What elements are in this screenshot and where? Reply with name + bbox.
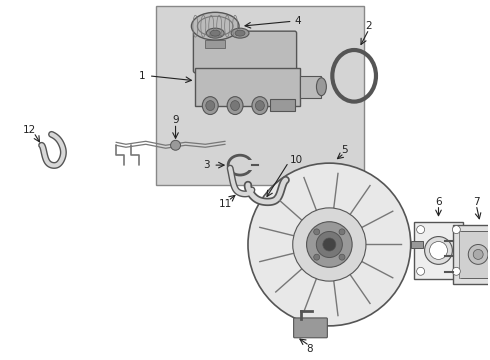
Text: 11: 11: [219, 199, 232, 209]
Text: 4: 4: [294, 16, 301, 26]
Text: 12: 12: [23, 125, 36, 135]
Circle shape: [468, 244, 488, 264]
Bar: [459, 231, 490, 278]
Circle shape: [416, 267, 425, 275]
Circle shape: [314, 229, 319, 235]
FancyBboxPatch shape: [194, 31, 296, 73]
Circle shape: [307, 222, 352, 267]
Bar: [196, 68, 299, 105]
Text: 5: 5: [341, 145, 347, 155]
Ellipse shape: [210, 30, 220, 36]
Ellipse shape: [317, 78, 326, 96]
Bar: [414, 222, 464, 279]
Bar: [411, 240, 422, 248]
Ellipse shape: [235, 30, 245, 36]
Circle shape: [452, 226, 460, 234]
Bar: [248, 160, 254, 170]
Circle shape: [339, 254, 345, 260]
Circle shape: [171, 140, 180, 150]
Ellipse shape: [202, 96, 218, 114]
Circle shape: [473, 249, 483, 260]
Ellipse shape: [206, 28, 224, 38]
Text: 1: 1: [139, 71, 146, 81]
Text: 8: 8: [306, 344, 313, 354]
Circle shape: [339, 229, 345, 235]
Text: 10: 10: [290, 155, 303, 165]
Bar: [205, 40, 225, 48]
Circle shape: [425, 237, 452, 264]
Bar: [270, 99, 294, 111]
Circle shape: [314, 254, 319, 260]
Ellipse shape: [252, 96, 268, 114]
Text: 2: 2: [366, 21, 372, 31]
Ellipse shape: [206, 100, 215, 111]
Circle shape: [452, 267, 460, 275]
Circle shape: [293, 208, 366, 281]
Circle shape: [317, 231, 343, 257]
Text: 3: 3: [204, 160, 210, 170]
Ellipse shape: [255, 100, 264, 111]
Ellipse shape: [227, 96, 243, 114]
Bar: [453, 225, 490, 284]
Ellipse shape: [231, 100, 240, 111]
Bar: [156, 6, 364, 185]
Ellipse shape: [231, 28, 249, 38]
Text: 6: 6: [435, 197, 442, 207]
Circle shape: [416, 226, 425, 234]
Ellipse shape: [192, 12, 239, 40]
FancyBboxPatch shape: [294, 318, 327, 338]
Text: 9: 9: [172, 116, 179, 126]
Bar: [299, 76, 321, 98]
Circle shape: [248, 163, 411, 326]
Text: 7: 7: [473, 197, 480, 207]
Circle shape: [323, 238, 336, 251]
Circle shape: [430, 242, 447, 260]
